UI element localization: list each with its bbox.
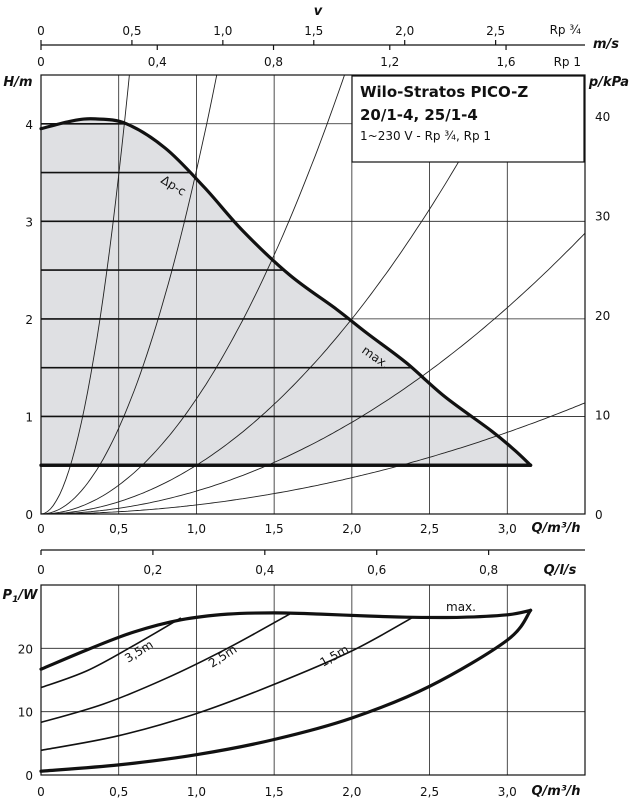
velocity-tick-label-rp1: 0,8 — [264, 55, 283, 69]
max-label-power: max. — [446, 600, 476, 614]
label-2-5m: 2,5m — [206, 642, 239, 671]
power-series-3 — [40, 616, 415, 752]
head-x-tick-label: 0 — [37, 522, 45, 536]
system-curve-4 — [41, 232, 585, 514]
head-chart: H/m p/kPa Wilo-Stratos PICO-Z 20/1-4, 25… — [3, 74, 629, 536]
power-chart: P1/W 0 0,5 1,0 1,5 2,0 2,5 3,0 0 10 20 Q/m³/h max… — [3, 584, 586, 799]
power-frame — [40, 584, 586, 776]
flow-axis-label-top: Q/m³/h — [531, 521, 580, 536]
label-1-5m: 1,5m — [318, 642, 352, 670]
power-x-tick-label: 1,0 — [187, 785, 206, 799]
power-y-tick-label: 0 — [25, 769, 33, 783]
head-y-tick-label: 0 — [25, 508, 33, 522]
head-frame — [40, 74, 586, 515]
velocity-axis-unit: m/s — [593, 37, 619, 52]
flow-ls-axis: 0 0,2 0,4 0,6 0,8 Q/l/s — [37, 549, 585, 578]
head-x-tick-label: 2,5 — [420, 522, 439, 536]
head-x-tick-label: 2,0 — [342, 522, 361, 536]
chart-subtitle: 1~230 V - Rp ¾, Rp 1 — [360, 129, 491, 143]
power-curves — [39, 608, 533, 773]
head-y-tick-label: 2 — [25, 313, 33, 327]
head-y-tick-label: 3 — [25, 215, 33, 229]
pressure-tick-label: 30 — [595, 210, 610, 224]
power-x-tick-label: 0 — [37, 785, 45, 799]
flow-ls-tick-label: 0,8 — [479, 563, 498, 577]
power-series-1 — [40, 617, 182, 689]
velocity-axes: v m/s Rp ¾ Rp 1 0 0,5 1,0 1,5 2,0 2,5 0 0,4 0,8 1… — [37, 4, 619, 69]
flow-ls-tick-label: 0,2 — [143, 563, 162, 577]
head-y-tick-label: 4 — [25, 118, 33, 132]
flow-ls-tick-label: 0,6 — [367, 563, 386, 577]
system-curve-0 — [41, 75, 130, 514]
flow-axis-label-bottom: Q/m³/h — [531, 784, 580, 799]
velocity-tick-label-rp34: 0,5 — [122, 24, 141, 38]
label-3-5m: 3,5m — [122, 637, 156, 665]
power-series-2 — [40, 613, 291, 724]
system-curves — [41, 75, 585, 514]
velocity-tick-label-rp34: 0 — [37, 24, 45, 38]
velocity-tick-label-rp34: 2,5 — [486, 24, 505, 38]
pressure-axis-label: p/kPa — [588, 75, 629, 90]
head-axis-label: H/m — [3, 75, 32, 90]
power-x-tick-label: 3,0 — [498, 785, 517, 799]
head-y-tick-label: 1 — [25, 410, 33, 424]
power-series-0 — [39, 608, 533, 671]
power-series-4 — [39, 608, 533, 773]
pressure-tick-label: 20 — [595, 309, 610, 323]
velocity-ticks: 0 0,5 1,0 1,5 2,0 2,5 0 0,4 0,8 1,2 1,6 — [37, 24, 515, 69]
operating-area-fill — [41, 118, 531, 466]
power-x-tick-label: 2,5 — [420, 785, 439, 799]
title-box — [351, 75, 585, 163]
system-curve-5 — [41, 402, 585, 514]
pressure-tick-label: 10 — [595, 409, 610, 423]
system-curve-3 — [41, 75, 508, 514]
velocity-tick-label-rp1: 0 — [37, 55, 45, 69]
velocity-axis-size-rp1: Rp 1 — [554, 55, 581, 69]
flow-ls-axis-label: Q/l/s — [544, 563, 577, 578]
velocity-tick-label-rp1: 1,6 — [496, 55, 515, 69]
power-x-tick-label: 2,0 — [342, 785, 361, 799]
head-x-tick-label: 1,5 — [265, 522, 284, 536]
velocity-tick-label-rp34: 1,5 — [304, 24, 323, 38]
power-ticks: 0 0,5 1,0 1,5 2,0 2,5 3,0 0 10 20 — [18, 642, 517, 799]
pressure-tick-label: 40 — [595, 110, 610, 124]
system-curve-1 — [41, 75, 218, 514]
power-y-tick-label: 10 — [18, 706, 33, 720]
operating-area — [41, 118, 531, 466]
velocity-tick-label-rp1: 0,4 — [148, 55, 167, 69]
pressure-tick-label: 0 — [595, 508, 603, 522]
velocity-tick-label-rp34: 2,0 — [395, 24, 414, 38]
power-x-tick-label: 0,5 — [109, 785, 128, 799]
flow-ls-ticks: 0 0,2 0,4 0,6 0,8 — [37, 550, 498, 577]
power-axis-label: P1/W — [3, 588, 39, 605]
head-x-tick-label: 0,5 — [109, 522, 128, 536]
head-x-tick-label: 1,0 — [187, 522, 206, 536]
head-x-tick-label: 3,0 — [498, 522, 517, 536]
velocity-tick-label-rp34: 1,0 — [213, 24, 232, 38]
flow-ls-tick-label: 0 — [37, 563, 45, 577]
chart-title-line-2: 20/1-4, 25/1-4 — [360, 106, 478, 124]
head-curves — [39, 117, 533, 467]
velocity-tick-label-rp1: 1,2 — [380, 55, 399, 69]
velocity-axis-size-rp34: Rp ¾ — [550, 23, 582, 37]
power-x-tick-label: 1,5 — [265, 785, 284, 799]
chart-title-line-1: Wilo-Stratos PICO-Z — [360, 83, 528, 101]
series-max-head — [39, 117, 533, 467]
system-curve-2 — [41, 75, 345, 514]
velocity-axis-title: v — [314, 4, 323, 19]
power-y-tick-label: 20 — [18, 642, 33, 656]
flow-ls-tick-label: 0,4 — [255, 563, 274, 577]
